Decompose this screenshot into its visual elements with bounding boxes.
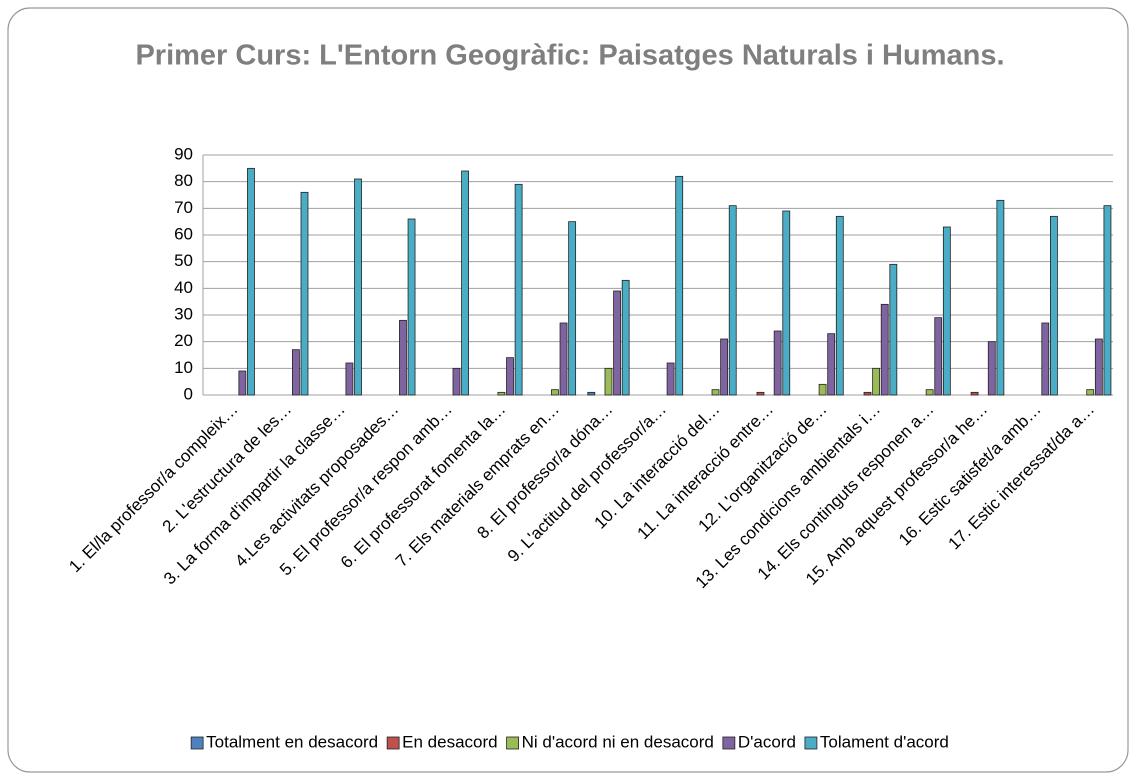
bar (996, 199, 1005, 396)
bar (587, 391, 596, 396)
y-tick-label: 30 (174, 304, 193, 323)
bar (756, 391, 765, 396)
bar (291, 349, 300, 396)
bar (728, 205, 737, 396)
legend-label: Ni d'acord ni en desacord (522, 732, 714, 751)
bar (613, 290, 621, 396)
bar (559, 322, 568, 396)
chart-title: Primer Curs: L'Entorn Geogràfic: Paisatg… (135, 40, 1004, 72)
legend-label: Totalment en desacord (206, 732, 378, 751)
bar (452, 367, 461, 396)
y-tick-label: 90 (174, 144, 193, 163)
legend-swatch (190, 736, 204, 750)
bar (621, 279, 630, 396)
y-tick-label: 70 (174, 198, 193, 217)
bar (934, 317, 943, 396)
bar (354, 178, 362, 396)
legend: Totalment en desacord En desacord Ni d'aco… (190, 732, 949, 751)
legend-swatch (506, 736, 520, 750)
bar (827, 333, 836, 396)
bar (942, 226, 951, 396)
bar (1103, 205, 1112, 396)
bar (514, 183, 523, 396)
frame (7, 7, 1129, 773)
bar (1086, 389, 1095, 396)
bar (818, 383, 827, 396)
bar (461, 170, 469, 396)
y-tick-label: 40 (174, 278, 193, 297)
bar (872, 367, 881, 396)
bar (247, 167, 255, 396)
bar (300, 191, 309, 396)
y-tick-label: 50 (174, 251, 193, 270)
bar (551, 389, 559, 396)
bar (675, 175, 684, 396)
bar (889, 263, 898, 396)
bar (970, 391, 979, 396)
y-tick-label: 60 (174, 224, 193, 243)
bar (1050, 215, 1058, 396)
bar (925, 389, 934, 396)
bar (399, 319, 407, 396)
y-tick-label: 20 (174, 331, 193, 350)
legend-swatch (804, 736, 818, 750)
bar (773, 330, 782, 396)
bar (604, 367, 613, 396)
bar (345, 362, 354, 396)
y-tick-label: 10 (174, 358, 193, 377)
bar (720, 338, 729, 396)
bar (407, 218, 416, 396)
bar (782, 210, 791, 396)
legend-label: Tolament d'acord (820, 732, 949, 751)
bar (568, 221, 577, 396)
legend-swatch (722, 736, 736, 750)
bar (1094, 338, 1103, 396)
bar (506, 357, 514, 396)
bar (863, 391, 872, 396)
y-tick-label: 0 (184, 384, 193, 403)
bar (1041, 322, 1050, 396)
legend-swatch (386, 736, 400, 750)
legend-label: D'acord (738, 732, 796, 751)
bar (666, 362, 675, 396)
bar (987, 341, 996, 396)
bar (238, 370, 247, 396)
bar (711, 389, 720, 396)
bar (835, 215, 844, 396)
legend-label: En desacord (402, 732, 497, 751)
bar (497, 391, 506, 396)
bar (880, 303, 889, 396)
y-tick-label: 80 (174, 171, 193, 190)
